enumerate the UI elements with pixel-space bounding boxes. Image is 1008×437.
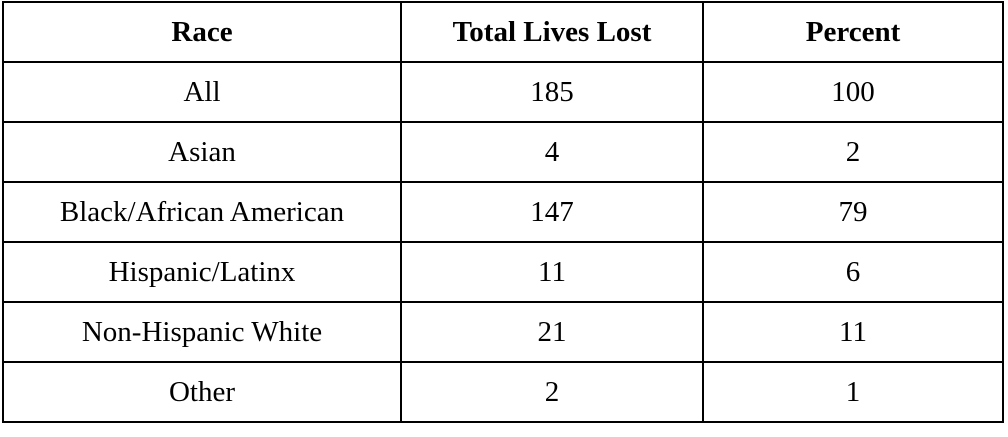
header-row: Race Total Lives Lost Percent <box>2 1 1004 63</box>
table-row: Hispanic/Latinx 11 6 <box>2 241 1004 303</box>
table-row: Other 2 1 <box>2 361 1004 423</box>
table-cell: All <box>2 61 402 123</box>
table-cell: 79 <box>702 181 1004 243</box>
table-cell: 6 <box>702 241 1004 303</box>
table-cell: 11 <box>702 301 1004 363</box>
table-cell: 100 <box>702 61 1004 123</box>
table-cell: Black/African American <box>2 181 402 243</box>
header-cell: Percent <box>702 1 1004 63</box>
table-cell: 2 <box>400 361 704 423</box>
table-row: All 185 100 <box>2 61 1004 123</box>
table-cell: Hispanic/Latinx <box>2 241 402 303</box>
table-cell: 185 <box>400 61 704 123</box>
table-cell: 147 <box>400 181 704 243</box>
header-cell: Race <box>2 1 402 63</box>
table-cell: 11 <box>400 241 704 303</box>
table-cell: Asian <box>2 121 402 183</box>
table-row: Black/African American 147 79 <box>2 181 1004 243</box>
table-row: Non-Hispanic White 21 11 <box>2 301 1004 363</box>
table-row: Asian 4 2 <box>2 121 1004 183</box>
table-cell: Non-Hispanic White <box>2 301 402 363</box>
table-cell: 4 <box>400 121 704 183</box>
header-cell: Total Lives Lost <box>400 1 704 63</box>
table-cell: Other <box>2 361 402 423</box>
table-cell: 21 <box>400 301 704 363</box>
table-cell: 1 <box>702 361 1004 423</box>
data-table: Race Total Lives Lost Percent All 185 100 Asi… <box>2 1 1004 423</box>
table-cell: 2 <box>702 121 1004 183</box>
